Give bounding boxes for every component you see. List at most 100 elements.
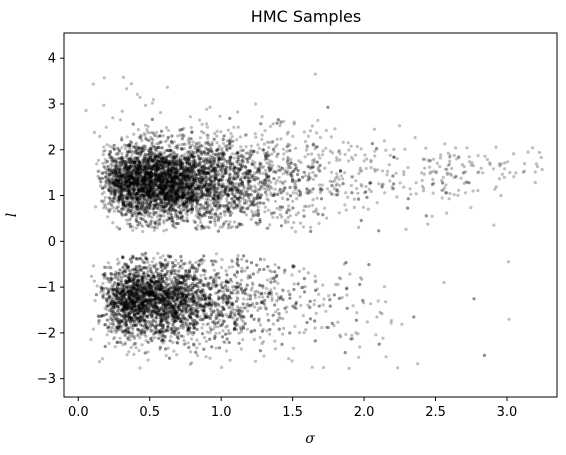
data-point bbox=[146, 130, 150, 134]
data-point bbox=[447, 197, 451, 201]
data-point bbox=[264, 173, 268, 177]
data-point bbox=[200, 152, 204, 156]
data-point bbox=[102, 206, 106, 210]
data-point bbox=[228, 142, 232, 146]
data-point bbox=[207, 143, 211, 147]
data-point bbox=[114, 177, 118, 181]
data-point bbox=[154, 130, 159, 135]
data-point bbox=[337, 211, 341, 215]
data-point bbox=[264, 168, 268, 172]
data-point bbox=[200, 130, 204, 134]
data-point bbox=[225, 147, 229, 151]
data-point bbox=[124, 172, 129, 176]
data-point bbox=[226, 192, 230, 196]
data-point bbox=[146, 183, 150, 187]
data-point bbox=[167, 154, 171, 158]
data-point bbox=[321, 213, 325, 217]
data-point bbox=[129, 192, 133, 196]
data-point bbox=[218, 203, 222, 207]
data-point bbox=[140, 146, 144, 150]
data-point bbox=[232, 176, 236, 180]
data-point bbox=[101, 171, 105, 175]
data-point bbox=[136, 166, 140, 170]
data-point bbox=[116, 152, 120, 156]
data-point bbox=[310, 124, 314, 128]
data-point bbox=[94, 205, 98, 209]
data-point bbox=[144, 178, 149, 182]
data-point bbox=[539, 155, 543, 160]
data-point bbox=[177, 195, 181, 199]
data-point bbox=[239, 145, 243, 149]
data-point bbox=[301, 175, 305, 179]
data-point bbox=[269, 184, 273, 188]
data-point bbox=[233, 165, 237, 169]
data-point bbox=[259, 186, 263, 190]
data-point bbox=[142, 168, 146, 172]
data-point bbox=[331, 151, 335, 155]
data-point bbox=[148, 188, 152, 192]
data-point bbox=[238, 135, 243, 139]
data-point bbox=[142, 178, 146, 183]
data-point bbox=[352, 197, 356, 201]
data-point bbox=[104, 161, 108, 165]
data-point bbox=[157, 174, 161, 178]
data-point bbox=[377, 182, 381, 186]
data-point bbox=[294, 213, 298, 217]
data-point bbox=[165, 158, 169, 163]
data-point bbox=[213, 223, 217, 227]
data-point bbox=[162, 181, 166, 185]
data-point bbox=[111, 200, 115, 204]
data-point bbox=[286, 220, 290, 224]
data-point bbox=[241, 183, 245, 187]
data-point bbox=[320, 183, 324, 187]
data-point bbox=[207, 226, 211, 230]
data-point bbox=[195, 228, 199, 232]
data-point bbox=[177, 182, 181, 186]
data-point bbox=[200, 214, 204, 218]
data-point bbox=[188, 201, 192, 205]
data-point bbox=[147, 151, 151, 156]
data-point bbox=[199, 195, 203, 199]
data-point bbox=[158, 197, 162, 201]
data-point bbox=[270, 186, 274, 190]
data-point bbox=[206, 209, 210, 213]
data-point bbox=[241, 148, 245, 152]
data-point bbox=[366, 207, 370, 211]
data-point bbox=[125, 196, 129, 200]
data-point bbox=[183, 142, 187, 146]
data-point bbox=[275, 137, 279, 141]
data-point bbox=[148, 131, 152, 135]
data-point bbox=[265, 193, 269, 197]
data-point bbox=[314, 131, 319, 135]
data-point bbox=[231, 187, 236, 192]
data-point bbox=[234, 152, 238, 156]
data-point bbox=[228, 181, 232, 185]
data-point bbox=[206, 197, 210, 201]
data-point bbox=[139, 152, 143, 156]
data-point bbox=[134, 226, 138, 230]
data-point bbox=[117, 201, 121, 205]
data-point bbox=[131, 145, 136, 149]
data-point bbox=[125, 154, 129, 158]
data-point bbox=[343, 203, 347, 207]
data-point bbox=[375, 147, 379, 151]
data-point bbox=[402, 185, 406, 189]
data-point bbox=[403, 147, 407, 151]
data-point bbox=[123, 199, 127, 203]
data-point bbox=[134, 174, 138, 178]
data-point bbox=[102, 145, 106, 149]
data-point bbox=[430, 214, 434, 218]
data-point bbox=[292, 221, 296, 225]
data-point bbox=[174, 173, 178, 177]
data-point bbox=[315, 196, 319, 200]
data-point bbox=[289, 171, 293, 175]
data-point bbox=[170, 160, 174, 164]
data-point bbox=[156, 135, 160, 139]
data-point bbox=[133, 208, 137, 212]
data-point bbox=[165, 228, 169, 232]
data-point bbox=[148, 195, 152, 199]
data-point bbox=[243, 165, 247, 169]
data-point bbox=[311, 187, 315, 191]
data-point bbox=[118, 118, 122, 122]
data-point bbox=[235, 151, 239, 155]
